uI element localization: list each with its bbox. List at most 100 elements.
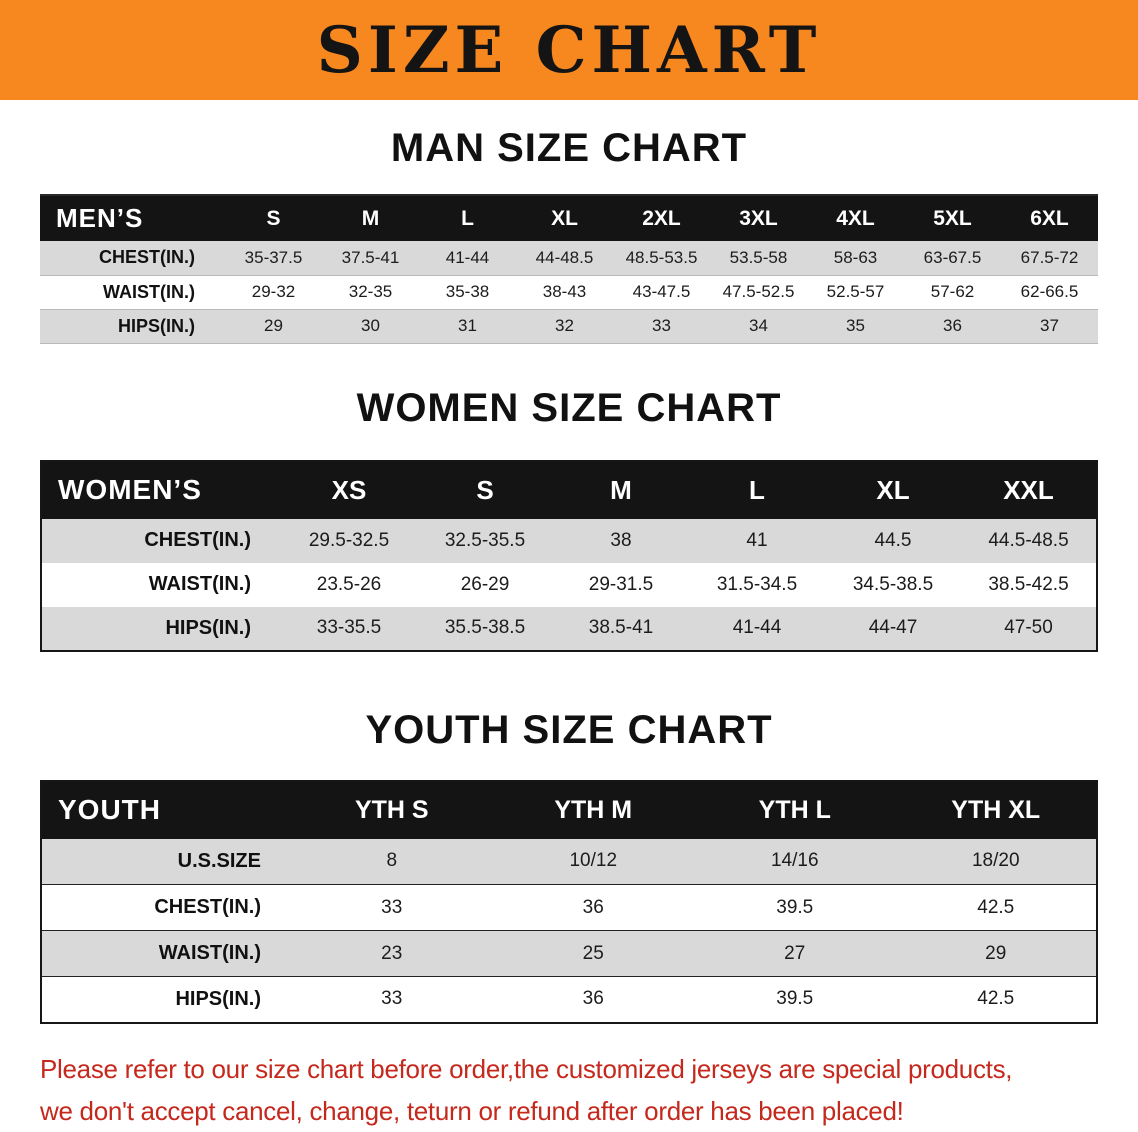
table-header-row: YOUTH YTH S YTH M YTH L YTH XL: [41, 780, 1097, 839]
size-value: 47-50: [1004, 617, 1053, 638]
size-value: 39.5: [776, 896, 814, 918]
row-label: HIPS(IN.): [117, 315, 195, 336]
size-value: 57-62: [930, 282, 975, 301]
size-value: 31: [458, 316, 477, 335]
size-value: 32: [555, 316, 574, 335]
size-value: 35: [846, 316, 865, 335]
size-column-header: XL: [516, 195, 613, 241]
size-value: 41-44: [445, 247, 490, 267]
size-column-header: XS: [281, 460, 417, 519]
size-value: 34.5-38.5: [852, 573, 934, 595]
size-value: 10/12: [569, 850, 618, 872]
size-value: 33: [652, 316, 671, 335]
size-column-header: 3XL: [710, 195, 807, 241]
size-value: 30: [361, 316, 380, 335]
size-value: 35-38: [445, 282, 490, 301]
youth-size-chart-title: YOUTH SIZE CHART: [365, 707, 773, 752]
size-value: 33-35.5: [316, 617, 382, 638]
row-label: WAIST(IN.): [103, 281, 195, 302]
size-column-header: M: [322, 195, 419, 241]
banner-title: SIZE CHART: [316, 12, 822, 88]
size-column-header: YTH L: [694, 780, 896, 839]
size-value: 52.5-57: [826, 282, 885, 301]
size-value: 44-48.5: [535, 247, 594, 267]
size-column-header: S: [225, 195, 322, 241]
women-size-chart-title: WOMEN SIZE CHART: [356, 385, 782, 430]
youth-size-chart-section: YOUTH SIZE CHART YOUTH YTH S YTH M YTH L YTH…: [0, 706, 1138, 1024]
size-value: 58-63: [833, 247, 878, 267]
size-value: 43-47.5: [632, 282, 691, 301]
row-label: U.S.SIZE: [177, 849, 261, 872]
size-column-header: YTH XL: [895, 780, 1097, 839]
table-header-row: MEN’S S M L XL 2XL 3XL 4XL 5XL 6XL: [40, 195, 1098, 241]
size-column-header: 2XL: [613, 195, 710, 241]
size-value: 42.5: [977, 988, 1015, 1010]
table-row: CHEST(IN.) 33 36 39.5 42.5: [41, 884, 1097, 931]
size-value: 36: [943, 316, 962, 335]
size-chart-banner: SIZE CHART: [0, 0, 1138, 100]
women-size-table: WOMEN’S XS S M L XL XXL CHEST(IN.) 29.5-32.5 32.5…: [40, 459, 1098, 652]
size-value: 44.5: [874, 529, 912, 551]
size-value: 32-35: [348, 282, 393, 301]
table-row: HIPS(IN.) 33 36 39.5 42.5: [41, 976, 1097, 1023]
table-row: WAIST(IN.) 23.5-26 26-29 29-31.5 31.5-34.5 34…: [41, 562, 1097, 607]
size-value: 67.5-72: [1020, 247, 1079, 267]
size-column-header: YTH M: [492, 780, 694, 839]
row-label: WAIST(IN.): [158, 942, 261, 964]
row-label: HIPS(IN.): [165, 616, 251, 639]
table-row: WAIST(IN.) 29-32 32-35 35-38 38-43 43-47.5 47.…: [40, 275, 1098, 309]
table-header-row: WOMEN’S XS S M L XL XXL: [41, 460, 1097, 519]
size-value: 25: [582, 942, 604, 964]
size-value: 14/16: [770, 850, 819, 872]
size-column-header: L: [419, 195, 516, 241]
table-row: HIPS(IN.) 29 30 31 32 33 34 35 36 37: [40, 309, 1098, 343]
size-value: 23: [381, 942, 403, 964]
man-size-chart-title: MAN SIZE CHART: [390, 126, 748, 170]
size-column-header: 4XL: [807, 195, 904, 241]
size-column-header: 5XL: [904, 195, 1001, 241]
women-size-chart-section: WOMEN SIZE CHART WOMEN’S XS S M L XL XXL CHEST(…: [0, 384, 1138, 652]
size-value: 41: [746, 529, 768, 551]
size-value: 29-31.5: [588, 573, 654, 595]
size-column-header: S: [417, 460, 553, 519]
size-value: 29: [264, 316, 283, 335]
table-row: U.S.SIZE 8 10/12 14/16 18/20: [41, 838, 1097, 885]
size-value: 36: [582, 896, 604, 918]
row-label: CHEST(IN.): [99, 247, 195, 268]
size-value: 47.5-52.5: [722, 282, 795, 301]
size-value: 39.5: [776, 988, 814, 1010]
size-value: 29-32: [251, 282, 296, 301]
size-column-header: XL: [825, 460, 961, 519]
size-value: 37: [1040, 316, 1059, 335]
size-column-header: L: [689, 460, 825, 519]
size-value: 38.5-41: [588, 617, 654, 638]
size-value: 44.5-48.5: [988, 529, 1069, 551]
size-column-header: XXL: [961, 460, 1097, 519]
row-label: CHEST(IN.): [144, 529, 251, 551]
size-value: 35-37.5: [244, 247, 303, 267]
table-corner-header: WOMEN’S: [41, 460, 281, 519]
size-value: 41-44: [732, 617, 782, 638]
size-value: 33: [381, 896, 403, 918]
size-value: 33: [381, 988, 403, 1010]
man-size-chart-section: MAN SIZE CHART MEN’S S M L XL 2XL 3XL 4XL 5XL 6XL…: [0, 124, 1138, 344]
row-label: WAIST(IN.): [148, 573, 251, 595]
size-value: 38.5-42.5: [988, 573, 1069, 595]
size-value: 38-43: [542, 282, 587, 301]
size-column-header: YTH S: [291, 780, 493, 839]
notice-line-2: we don't accept cancel, change, teturn o…: [40, 1095, 904, 1126]
table-row: CHEST(IN.) 29.5-32.5 32.5-35.5 38 41 44.5 44.5…: [41, 518, 1097, 563]
table-corner-header: YOUTH: [41, 780, 291, 839]
size-value: 35.5-38.5: [444, 617, 526, 638]
size-value: 31.5-34.5: [716, 573, 798, 595]
size-value: 48.5-53.5: [625, 247, 698, 267]
size-value: 44-47: [868, 617, 918, 638]
size-value: 38: [610, 529, 632, 551]
size-value: 8: [386, 850, 398, 872]
size-value: 34: [749, 316, 768, 335]
size-value: 32.5-35.5: [444, 529, 526, 551]
size-value: 23.5-26: [316, 573, 382, 595]
size-value: 36: [582, 988, 604, 1010]
notice-line-1: Please refer to our size chart before or…: [40, 1053, 1013, 1084]
size-column-header: 6XL: [1001, 195, 1098, 241]
